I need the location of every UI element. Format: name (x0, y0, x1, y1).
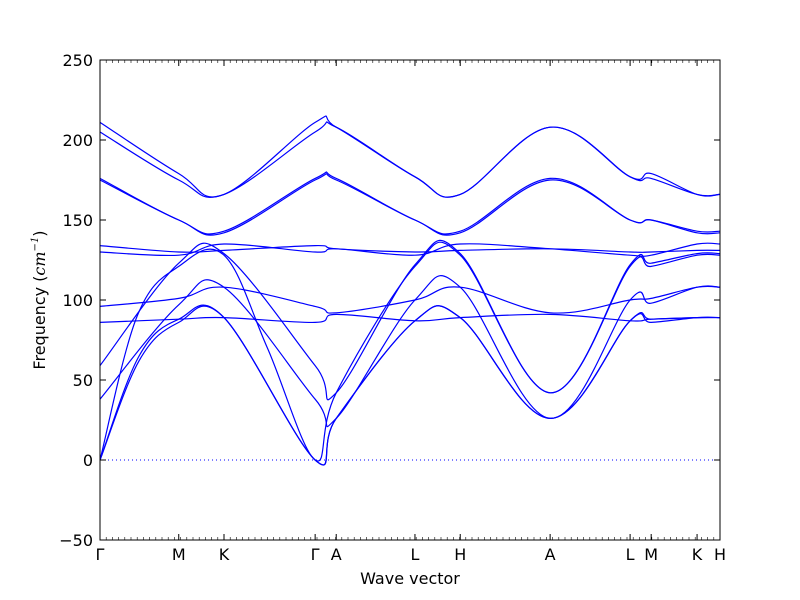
x-tick-label: A (545, 545, 556, 564)
x-axis-label: Wave vector (360, 569, 460, 588)
x-tick-label: H (714, 545, 726, 564)
x-tick-label: Γ (311, 545, 320, 564)
y-axis-ticks: −50 0 50 100 150 200 250 (59, 51, 720, 550)
series-layer (99, 115, 721, 466)
y-tick-label: 200 (62, 131, 93, 150)
x-tick-label: K (692, 545, 703, 564)
x-tick-label: Γ (96, 545, 105, 564)
x-tick-label: L (410, 545, 419, 564)
x-tick-label: L (626, 545, 635, 564)
y-axis-label-exponent: −1 (30, 237, 41, 252)
phonon-branch-6 (99, 313, 721, 324)
y-tick-label: 250 (62, 51, 93, 70)
y-tick-label: 50 (73, 371, 93, 390)
phonon-branch-3 (99, 241, 721, 462)
phonon-branch-9 (99, 244, 721, 253)
x-tick-label: H (454, 545, 466, 564)
x-tick-label: K (219, 545, 230, 564)
y-axis-label: Frequency (cm−1) (30, 230, 49, 369)
x-tick-label: M (644, 545, 658, 564)
y-tick-label: 150 (62, 211, 93, 230)
plot-frame (99, 59, 721, 541)
phonon-branch-7 (99, 285, 721, 314)
y-tick-label: −50 (59, 531, 93, 550)
x-tick-label: A (331, 545, 342, 564)
y-axis-label-close: ) (30, 230, 49, 236)
phonon-branch-11 (99, 171, 721, 235)
x-tick-label: M (172, 545, 186, 564)
y-axis-label-unit: cm (30, 251, 49, 275)
y-tick-label: 0 (83, 451, 93, 470)
phonon-branch-4 (99, 275, 721, 428)
y-tick-label: 100 (62, 291, 93, 310)
y-axis-label-text: Frequency ( (30, 276, 49, 370)
phonon-branch-8 (99, 242, 721, 257)
phonon-branch-13 (99, 115, 721, 198)
